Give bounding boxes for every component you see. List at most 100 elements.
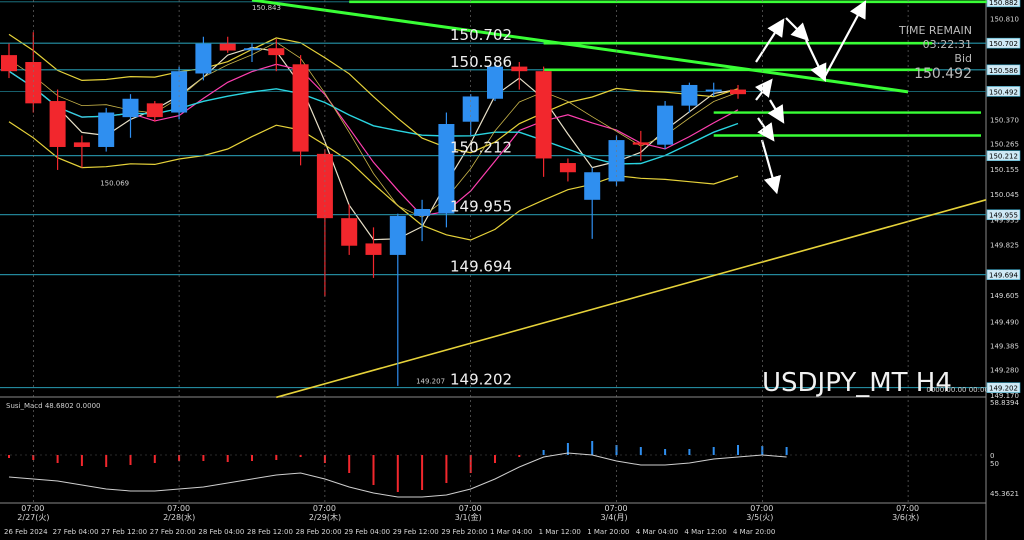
candle-body — [195, 43, 212, 74]
price-tag: 149.202 — [986, 382, 1021, 393]
candle-body — [535, 71, 552, 159]
small-price-label: 150.069 — [100, 180, 129, 188]
candle-body — [584, 172, 601, 200]
candle-body — [681, 84, 698, 106]
date-tick-label: 27 Feb 04:00 — [53, 528, 99, 536]
price-tick-label: 149.605 — [990, 292, 1019, 300]
macd-histogram-bar — [129, 455, 132, 465]
macd-histogram-bar — [421, 455, 424, 490]
macd-histogram-bar — [348, 455, 351, 473]
price-tag-text: 149.694 — [989, 272, 1018, 280]
price-tag-box — [986, 150, 1021, 162]
macd-histogram-bar — [494, 455, 496, 463]
macd-histogram-bar — [664, 449, 667, 455]
macd-histogram-bar — [518, 455, 521, 457]
scenario-arrow — [754, 78, 773, 101]
price-tag: 150.492 — [986, 86, 1021, 97]
macd-histogram-bar — [56, 455, 59, 463]
macd-axis-label: 45.3621 — [990, 490, 1019, 498]
uptrend-line — [276, 199, 987, 399]
time-label: 07:00 — [167, 504, 190, 513]
macd-axis-label: 58.8394 — [990, 399, 1019, 407]
scenario-arrow — [757, 117, 775, 142]
candle-body — [657, 105, 674, 145]
candle-body — [122, 98, 139, 118]
macd-histogram-bar — [712, 447, 715, 455]
candle-body — [389, 215, 406, 255]
macd-histogram-bar — [8, 455, 10, 458]
candle-body — [49, 101, 66, 147]
scenario-arrow — [755, 18, 785, 63]
date-tick-label: 1 Mar 04:00 — [490, 528, 532, 536]
scenario-arrow — [767, 99, 785, 124]
time-label: 07:00 — [313, 504, 336, 513]
macd-histogram-bar — [299, 455, 302, 457]
candle-body — [1, 55, 17, 72]
date-tick-label: 28 Feb 04:00 — [198, 528, 244, 536]
price-tag-box — [986, 64, 1021, 76]
date-tick-label: 1 Mar 12:00 — [539, 528, 581, 536]
macd-histogram-bar — [469, 455, 472, 473]
price-tag-text: 150.702 — [989, 40, 1018, 48]
level-label: 150.702 — [450, 26, 512, 44]
price-tag: 150.212 — [986, 150, 1021, 162]
top-price-label: 150.843 — [252, 4, 281, 12]
price-tick-label: 149.280 — [990, 367, 1019, 375]
macd-histogram-bar — [202, 455, 205, 461]
scenario-arrows — [754, 0, 867, 195]
price-tick-label: 149.490 — [990, 319, 1019, 327]
price-tag-box — [986, 37, 1021, 49]
candle-body — [462, 96, 479, 122]
price-tag-text: 150.212 — [989, 153, 1018, 161]
date-label: 2/29(木) — [309, 512, 341, 522]
price-tag-text: 150.492 — [989, 88, 1018, 96]
price-tick-label: 150.810 — [990, 15, 1019, 23]
date-tick-label: 28 Feb 12:00 — [247, 528, 293, 536]
macd-histogram-bar — [80, 455, 83, 466]
level-label: 150.212 — [450, 139, 512, 157]
candle-body — [219, 43, 236, 51]
macd-histogram-bar — [105, 455, 108, 467]
macd-histogram-bar — [785, 447, 788, 455]
date-tick-label: 27 Feb 20:00 — [150, 528, 196, 536]
macd-header: Susi_Macd 48.6802 0.0000 — [6, 402, 100, 410]
time-axis: 07:002/27(火)07:002/28(水)07:002/29(木)07:0… — [4, 0, 919, 536]
price-tag: 149.955 — [986, 209, 1021, 221]
candle-body — [487, 66, 503, 99]
scenario-arrow — [760, 139, 781, 195]
price-tick-label: 150.045 — [990, 191, 1019, 199]
macd-histogram-bar — [396, 455, 399, 492]
date-label: 2/28(水) — [163, 512, 195, 522]
small-price-label: 149.207 — [416, 378, 445, 386]
time-label: 07:00 — [459, 504, 482, 513]
macd-histogram-bar — [372, 455, 375, 485]
small-price-label: 0000.00.00 00:00 — [926, 386, 988, 394]
candle-body — [292, 64, 309, 152]
candle-body — [268, 48, 285, 56]
level-label: 149.202 — [450, 371, 512, 389]
macd-histogram-bar — [639, 447, 642, 455]
level-label: 149.694 — [450, 258, 512, 276]
time-label: 07:00 — [750, 504, 773, 513]
date-tick-label: 29 Feb 12:00 — [393, 528, 439, 536]
candle-body — [244, 48, 260, 51]
price-axis: 150.882 150.810 150.702 150.586 150.492 150.3… — [986, 0, 1021, 400]
date-tick-label: 29 Feb 20:00 — [441, 528, 487, 536]
candle-body — [73, 142, 90, 147]
price-tick-label: 149.825 — [990, 242, 1019, 250]
macd-histogram-bar — [542, 450, 545, 455]
downtrend-line — [251, 0, 909, 94]
date-tick-label: 26 Feb 2024 — [4, 528, 48, 536]
macd-histogram-bar — [251, 455, 253, 461]
price-tag-box — [986, 382, 1021, 393]
price-tag-text: 150.586 — [989, 67, 1018, 75]
candle-body — [98, 112, 115, 147]
price-tag: 150.702 — [986, 37, 1021, 49]
candle-body — [632, 142, 649, 145]
date-tick-label: 27 Feb 12:00 — [101, 528, 147, 536]
date-tick-label: 28 Feb 20:00 — [296, 528, 342, 536]
macd-histogram-bar — [688, 449, 691, 455]
macd-histogram-bar — [178, 455, 181, 461]
macd-histogram-bar — [445, 455, 448, 483]
